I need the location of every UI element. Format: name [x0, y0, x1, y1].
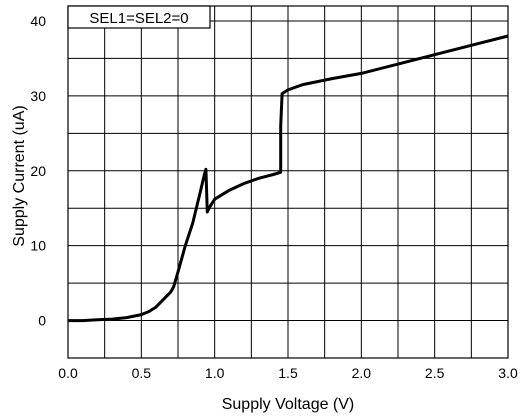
x-tick-label: 2.0: [352, 365, 372, 381]
x-axis-title: Supply Voltage (V): [222, 396, 355, 413]
y-axis-title: Supply Current (uA): [11, 105, 28, 246]
series-line: [68, 34, 509, 323]
legend: SEL1=SEL2=0: [67, 5, 211, 29]
legend-label: SEL1=SEL2=0: [89, 10, 188, 27]
x-tick-label: 1.0: [205, 365, 225, 381]
x-tick-label: 1.5: [278, 365, 298, 381]
tick-labels: 0.0 0.5 1.0 1.5 2.0 2.5 3.0 0 10 20 30 40: [30, 13, 518, 381]
y-tick-label: 30: [30, 88, 46, 104]
x-tick-label: 0.0: [58, 365, 78, 381]
y-tick-label: 0: [38, 313, 46, 329]
x-tick-label: 2.5: [425, 365, 445, 381]
y-tick-label: 40: [30, 13, 46, 29]
x-tick-label: 3.0: [498, 365, 518, 381]
legend-box: [67, 5, 211, 29]
x-tick-label: 0.5: [132, 365, 152, 381]
grid-lines: [67, 6, 509, 359]
y-tick-label: 20: [30, 163, 46, 179]
series-layer: [68, 34, 509, 323]
plot-frame: [67, 5, 509, 359]
y-tick-label: 10: [30, 238, 46, 254]
